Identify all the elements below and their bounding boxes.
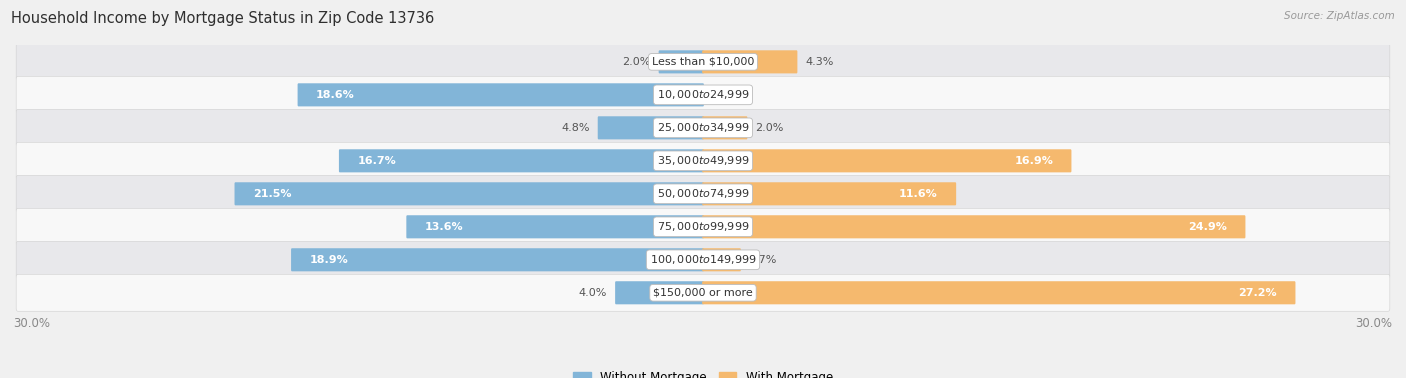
Text: Less than $10,000: Less than $10,000 — [652, 57, 754, 67]
FancyBboxPatch shape — [658, 50, 704, 73]
Text: $150,000 or more: $150,000 or more — [654, 288, 752, 298]
FancyBboxPatch shape — [291, 248, 704, 271]
FancyBboxPatch shape — [702, 281, 1295, 304]
Text: 30.0%: 30.0% — [14, 316, 51, 330]
Text: 2.0%: 2.0% — [623, 57, 651, 67]
Text: 4.0%: 4.0% — [579, 288, 607, 298]
FancyBboxPatch shape — [702, 50, 797, 73]
FancyBboxPatch shape — [15, 208, 1391, 245]
FancyBboxPatch shape — [598, 116, 704, 139]
Text: 18.6%: 18.6% — [316, 90, 354, 100]
FancyBboxPatch shape — [298, 83, 704, 106]
Text: $100,000 to $149,999: $100,000 to $149,999 — [650, 253, 756, 266]
FancyBboxPatch shape — [235, 182, 704, 205]
FancyBboxPatch shape — [15, 175, 1391, 212]
Text: 18.9%: 18.9% — [309, 255, 349, 265]
FancyBboxPatch shape — [15, 143, 1391, 179]
FancyBboxPatch shape — [702, 182, 956, 205]
Text: 13.6%: 13.6% — [425, 222, 463, 232]
FancyBboxPatch shape — [406, 215, 704, 239]
FancyBboxPatch shape — [15, 109, 1391, 146]
FancyBboxPatch shape — [702, 248, 741, 271]
FancyBboxPatch shape — [702, 116, 748, 139]
Text: 1.7%: 1.7% — [748, 255, 778, 265]
Text: 11.6%: 11.6% — [900, 189, 938, 199]
Text: 21.5%: 21.5% — [253, 189, 291, 199]
Text: 16.7%: 16.7% — [357, 156, 396, 166]
Text: 0.0%: 0.0% — [711, 90, 740, 100]
FancyBboxPatch shape — [15, 241, 1391, 278]
Text: 16.9%: 16.9% — [1014, 156, 1053, 166]
FancyBboxPatch shape — [702, 149, 1071, 172]
Text: 4.8%: 4.8% — [561, 123, 591, 133]
Text: 4.3%: 4.3% — [806, 57, 834, 67]
Text: $25,000 to $34,999: $25,000 to $34,999 — [657, 121, 749, 134]
Text: 30.0%: 30.0% — [1355, 316, 1392, 330]
Text: $75,000 to $99,999: $75,000 to $99,999 — [657, 220, 749, 233]
FancyBboxPatch shape — [15, 43, 1391, 81]
Text: $35,000 to $49,999: $35,000 to $49,999 — [657, 154, 749, 167]
Text: 2.0%: 2.0% — [755, 123, 783, 133]
Text: 24.9%: 24.9% — [1188, 222, 1227, 232]
Text: $50,000 to $74,999: $50,000 to $74,999 — [657, 187, 749, 200]
FancyBboxPatch shape — [616, 281, 704, 304]
FancyBboxPatch shape — [15, 76, 1391, 113]
Legend: Without Mortgage, With Mortgage: Without Mortgage, With Mortgage — [569, 368, 837, 378]
FancyBboxPatch shape — [702, 215, 1246, 239]
Text: Source: ZipAtlas.com: Source: ZipAtlas.com — [1284, 11, 1395, 21]
Text: $10,000 to $24,999: $10,000 to $24,999 — [657, 88, 749, 101]
FancyBboxPatch shape — [15, 274, 1391, 311]
Text: Household Income by Mortgage Status in Zip Code 13736: Household Income by Mortgage Status in Z… — [11, 11, 434, 26]
FancyBboxPatch shape — [339, 149, 704, 172]
Text: 27.2%: 27.2% — [1239, 288, 1277, 298]
